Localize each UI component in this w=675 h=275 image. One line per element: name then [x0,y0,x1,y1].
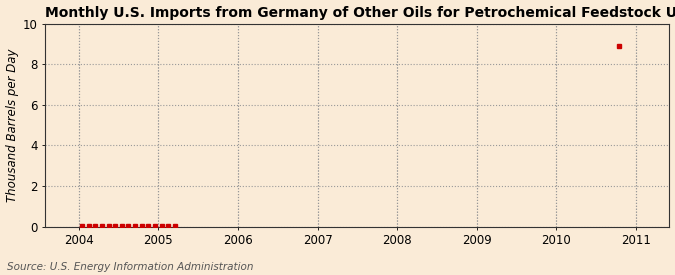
Text: Source: U.S. Energy Information Administration: Source: U.S. Energy Information Administ… [7,262,253,272]
Text: Monthly U.S. Imports from Germany of Other Oils for Petrochemical Feedstock Use: Monthly U.S. Imports from Germany of Oth… [45,6,675,20]
Y-axis label: Thousand Barrels per Day: Thousand Barrels per Day [5,48,18,202]
